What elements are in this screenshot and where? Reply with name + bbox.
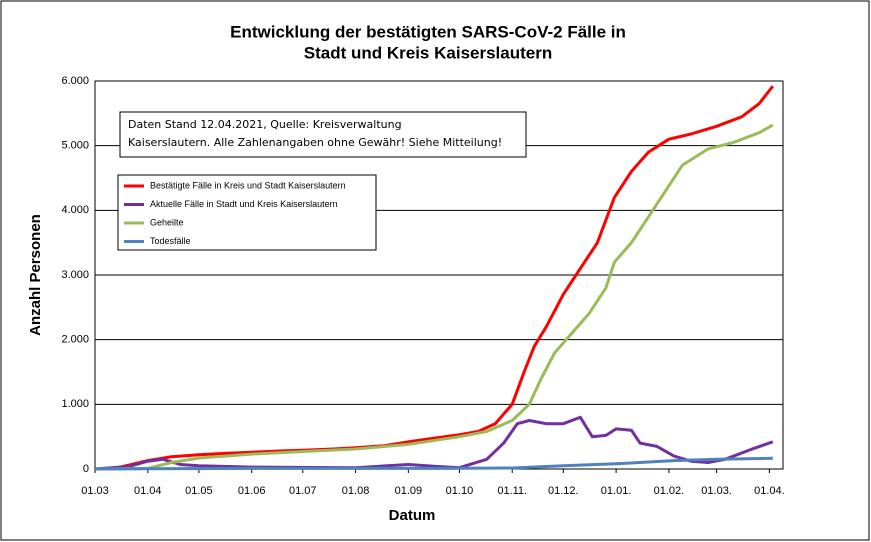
x-tick-label: 01.01. bbox=[601, 485, 632, 497]
legend-box bbox=[117, 174, 377, 251]
legend-label: Bestätigte Fälle in Kreis und Stadt Kais… bbox=[150, 180, 346, 190]
x-tick-label: 01.12. bbox=[548, 485, 579, 497]
y-tick-label: 2.000 bbox=[61, 334, 89, 346]
y-axis-title: Anzahl Personen bbox=[27, 214, 44, 336]
legend-label: Aktuelle Fälle in Stadt und Kreis Kaiser… bbox=[150, 199, 338, 209]
y-tick-label: 0 bbox=[83, 463, 89, 475]
chart-title: Stadt und Kreis Kaiserslautern bbox=[304, 43, 552, 62]
y-tick-label: 3.000 bbox=[61, 269, 89, 281]
series-line bbox=[95, 85, 774, 471]
legend-label: Geheilte bbox=[150, 217, 184, 227]
x-tick-label: 01.03 bbox=[81, 485, 109, 497]
x-tick-label: 01.09 bbox=[395, 485, 423, 497]
x-tick-label: 01.07 bbox=[289, 485, 317, 497]
x-tick-label: 01.10 bbox=[446, 485, 474, 497]
x-tick-label: 01.08 bbox=[342, 485, 370, 497]
y-tick-label: 4.000 bbox=[61, 204, 89, 216]
x-tick-label: 01.04 bbox=[134, 485, 162, 497]
y-tick-label: 6.000 bbox=[61, 75, 89, 87]
x-tick-label: 01.06 bbox=[238, 485, 266, 497]
annotation-box bbox=[119, 111, 527, 158]
x-tick-label: 01.11. bbox=[497, 485, 527, 497]
annotation: Daten Stand 12.04.2021, Quelle: Kreisver… bbox=[128, 118, 402, 131]
series-line bbox=[94, 123, 774, 471]
series-line bbox=[94, 456, 773, 471]
x-tick-label: 01.03. bbox=[701, 485, 732, 497]
y-tick-label: 5.000 bbox=[61, 140, 89, 152]
x-tick-label: 01.04. bbox=[754, 485, 785, 497]
x-tick-label: 01.02. bbox=[654, 485, 685, 497]
y-tick-label: 1.000 bbox=[61, 398, 89, 410]
legend-label: Todesfälle bbox=[150, 236, 191, 246]
x-axis-title: Datum bbox=[389, 507, 436, 524]
chart-title: Entwicklung der bestätigten SARS-CoV-2 F… bbox=[230, 22, 626, 41]
series-line bbox=[94, 415, 774, 471]
annotation: Kaiserslautern. Alle Zahlenangaben ohne … bbox=[128, 136, 502, 149]
x-tick-label: 01.05 bbox=[185, 485, 213, 497]
